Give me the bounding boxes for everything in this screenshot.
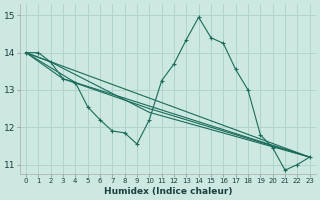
X-axis label: Humidex (Indice chaleur): Humidex (Indice chaleur)	[104, 187, 232, 196]
